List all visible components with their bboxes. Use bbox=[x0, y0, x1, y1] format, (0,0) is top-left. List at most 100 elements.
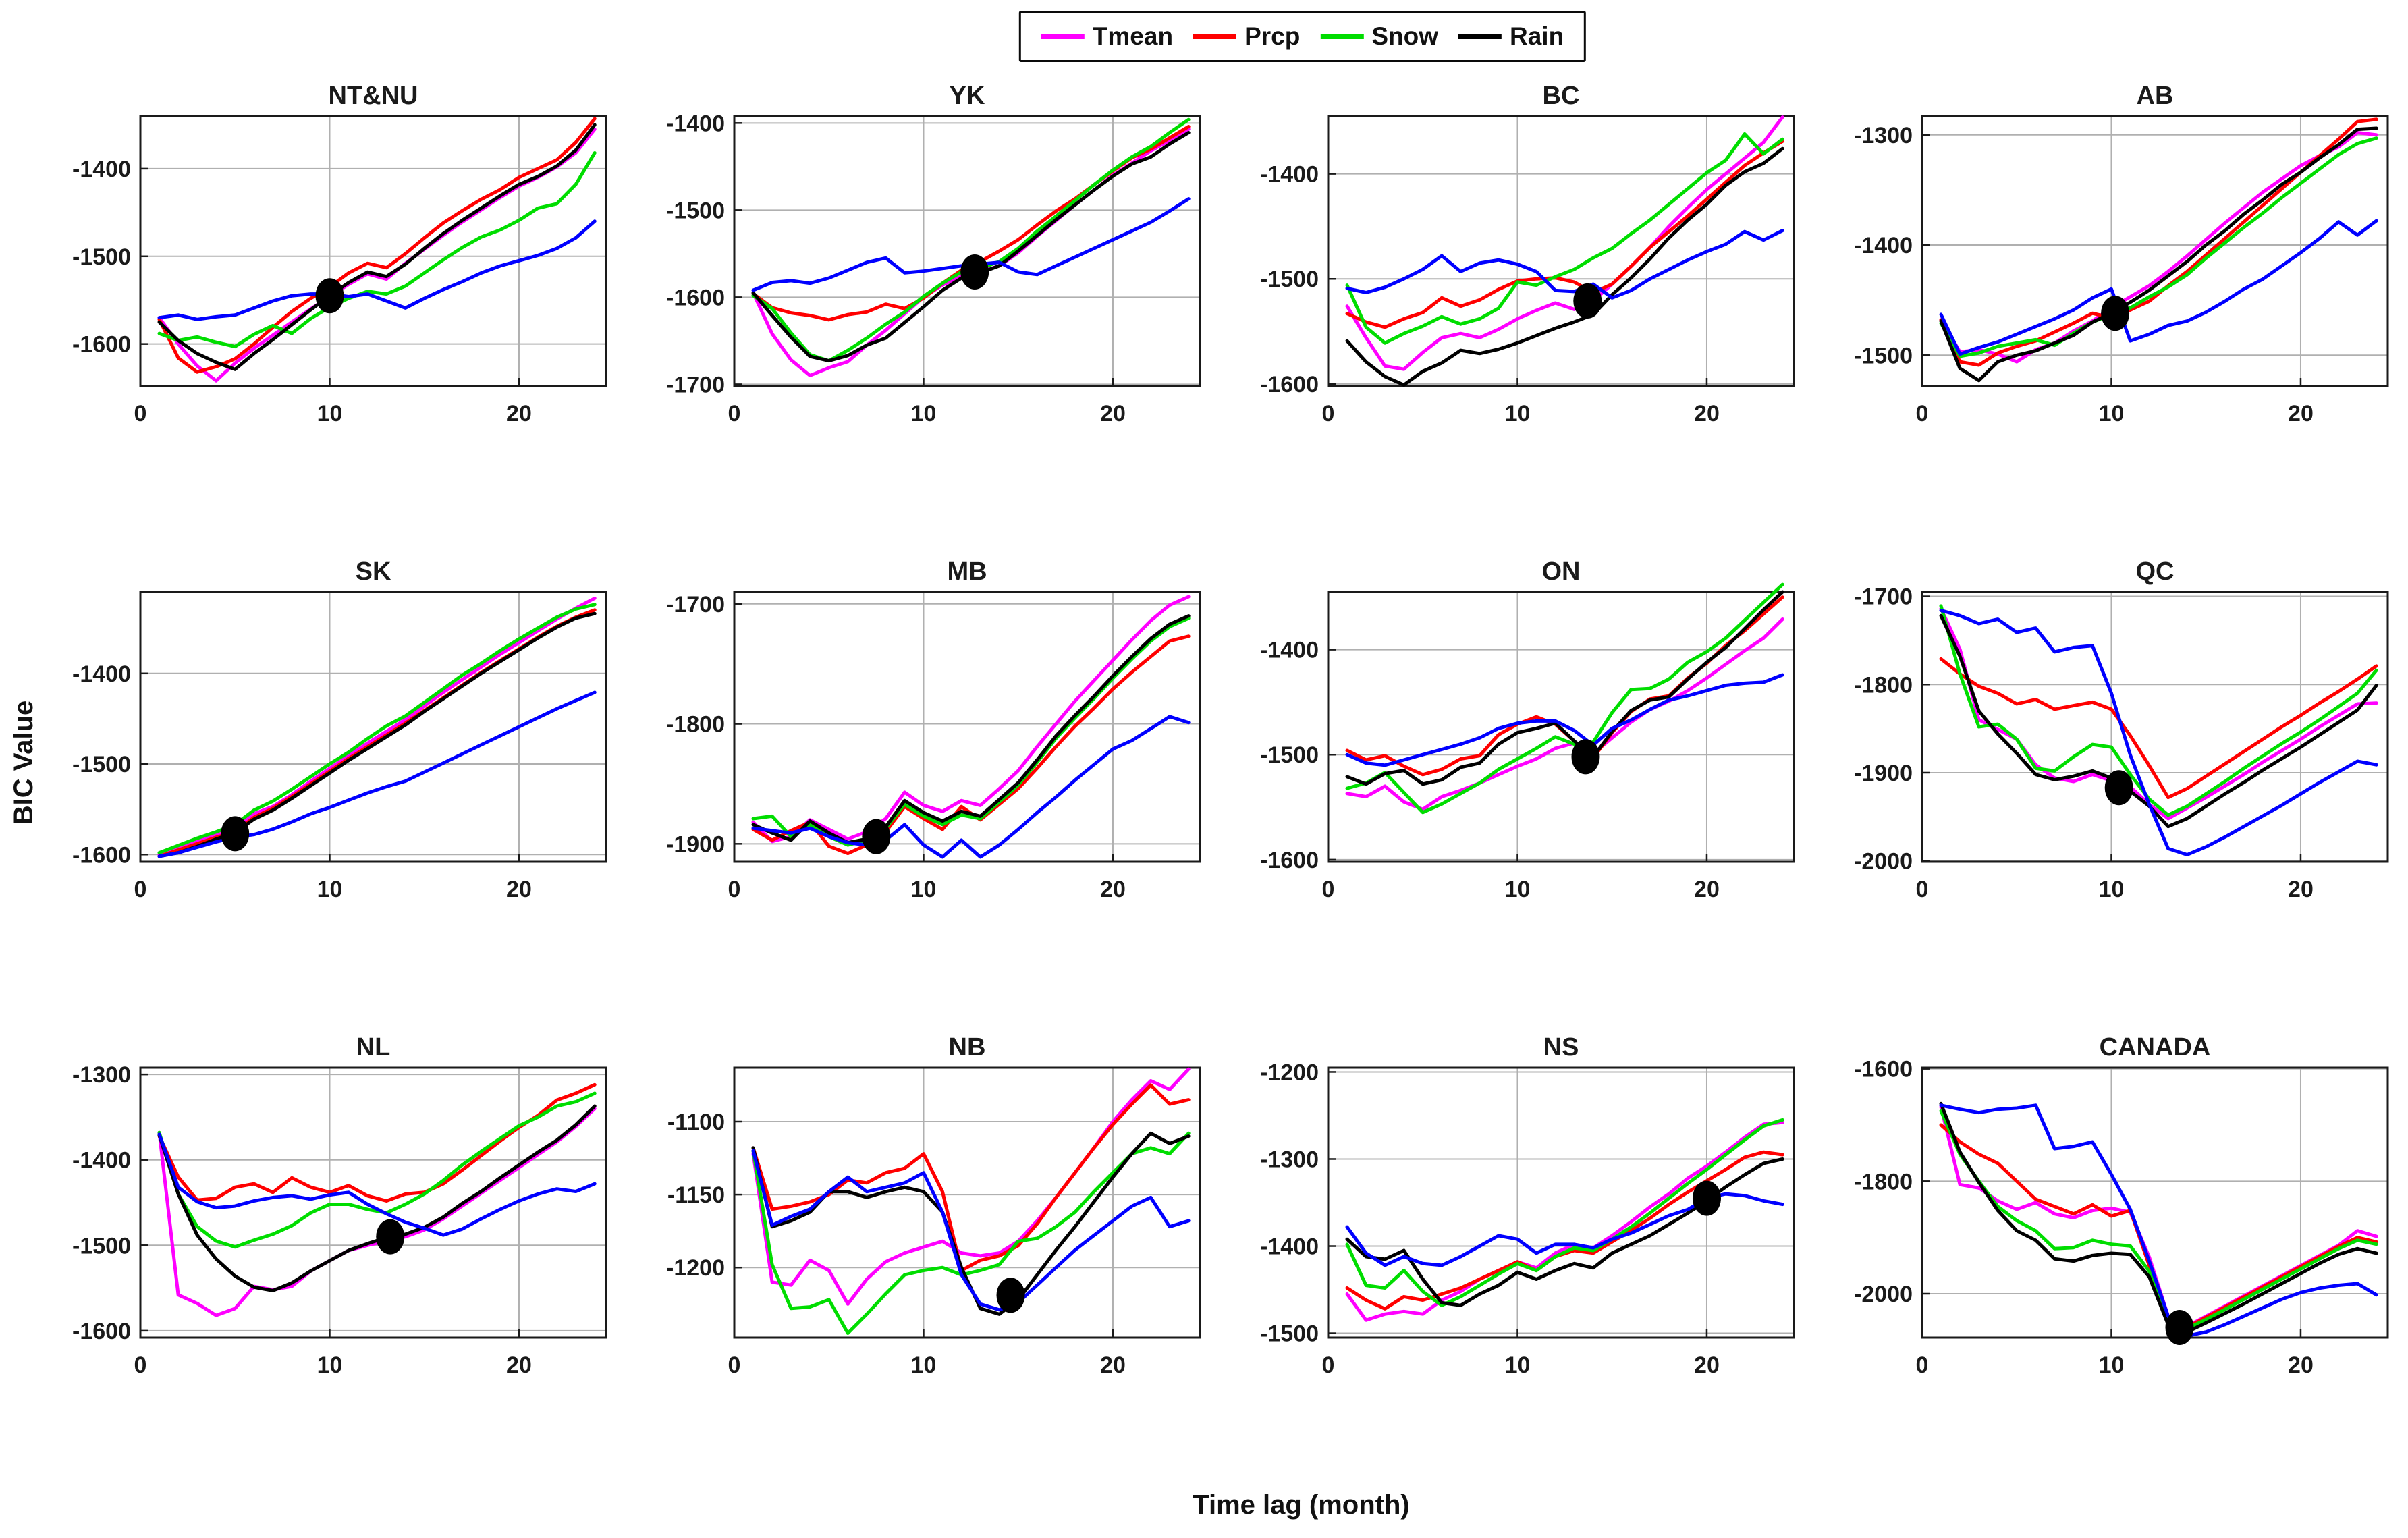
y-tick-label: -1400 bbox=[1260, 638, 1319, 663]
x-tick-label: 10 bbox=[317, 401, 343, 427]
series-line-prcp bbox=[157, 117, 597, 374]
axes-box bbox=[1327, 115, 1795, 387]
x-tick-label: 0 bbox=[1322, 877, 1335, 902]
panel-title: NT&NU bbox=[329, 82, 418, 110]
y-tick-label: -1400 bbox=[72, 1148, 131, 1174]
x-tick-label: 20 bbox=[506, 401, 532, 427]
y-tick-label: -1500 bbox=[1260, 1321, 1319, 1347]
series-line-blue bbox=[157, 1132, 597, 1237]
plot-background bbox=[734, 116, 1200, 386]
y-tick-label: -1800 bbox=[1854, 1169, 1913, 1194]
panel-ab: -1300 -1400 -1500 0 10 20 AB bbox=[1854, 82, 2389, 427]
axes-box bbox=[1921, 591, 2389, 863]
series-line-blue bbox=[1345, 229, 1784, 300]
axes-box bbox=[139, 1066, 607, 1339]
plot-background bbox=[1328, 116, 1794, 386]
y-tick-label: -1700 bbox=[666, 372, 725, 397]
legend-item-rain: Rain bbox=[1458, 22, 1564, 51]
panel-title: SK bbox=[356, 557, 391, 586]
y-tick-label: -1500 bbox=[1260, 267, 1319, 292]
panel-title: ON bbox=[1542, 557, 1581, 586]
series-line-rain bbox=[1939, 613, 2378, 829]
legend-line-swatch bbox=[1458, 34, 1502, 39]
y-tick-label: -1200 bbox=[1260, 1060, 1319, 1085]
y-tick-label: -1600 bbox=[72, 842, 131, 868]
y-tick-label: -1700 bbox=[1854, 584, 1913, 610]
x-tick-label: 20 bbox=[1694, 1352, 1720, 1378]
min-bic-marker bbox=[221, 816, 250, 852]
panel-title: NL bbox=[356, 1033, 391, 1062]
y-tick-label: -1800 bbox=[1854, 672, 1913, 698]
panel-title: NS bbox=[1543, 1033, 1579, 1062]
axes-box bbox=[733, 1066, 1201, 1339]
series-line-rain bbox=[1345, 146, 1784, 387]
x-tick-label: 10 bbox=[911, 401, 937, 427]
min-bic-marker bbox=[1571, 739, 1600, 775]
x-axis-label: Time lag (month) bbox=[1193, 1490, 1410, 1520]
axes-box bbox=[139, 591, 607, 863]
x-tick-label: 0 bbox=[134, 401, 147, 427]
axes-box bbox=[139, 115, 607, 387]
x-tick-label: 10 bbox=[2099, 877, 2125, 902]
y-tick-label: -1500 bbox=[72, 244, 131, 270]
y-tick-label: -1300 bbox=[1854, 123, 1913, 148]
x-tick-label: 20 bbox=[1100, 877, 1126, 902]
min-bic-marker bbox=[862, 819, 891, 854]
x-tick-label: 0 bbox=[1322, 401, 1335, 427]
min-bic-marker bbox=[2104, 770, 2133, 806]
series-line-rain bbox=[751, 614, 1191, 845]
series-line-blue bbox=[751, 1149, 1191, 1312]
series-line-blue bbox=[1345, 673, 1784, 767]
x-tick-label: 0 bbox=[134, 877, 147, 902]
x-tick-label: 0 bbox=[134, 1352, 147, 1378]
panel-canada: -1600 -1800 -2000 0 10 20 CANADA bbox=[1854, 1033, 2389, 1378]
series-line-blue bbox=[751, 715, 1191, 859]
x-tick-label: 0 bbox=[728, 877, 741, 902]
x-tick-label: 10 bbox=[2099, 1352, 2125, 1378]
x-tick-label: 10 bbox=[911, 877, 937, 902]
panel-title: CANADA bbox=[2100, 1033, 2211, 1062]
y-tick-label: -1400 bbox=[72, 157, 131, 182]
y-tick-label: -1300 bbox=[1260, 1147, 1319, 1172]
x-tick-label: 20 bbox=[1694, 877, 1720, 902]
axes-box bbox=[1327, 591, 1795, 863]
series-line-rain bbox=[1939, 1101, 2378, 1334]
panel-title: YK bbox=[950, 82, 985, 110]
series-line-tmean bbox=[1345, 115, 1784, 371]
series-line-snow bbox=[1939, 136, 2378, 358]
x-tick-label: 20 bbox=[506, 1352, 532, 1378]
x-tick-label: 20 bbox=[1694, 401, 1720, 427]
plot-background bbox=[1328, 1068, 1794, 1338]
x-tick-label: 10 bbox=[1505, 877, 1531, 902]
series-line-snow bbox=[1345, 132, 1784, 345]
chart-grid: -1400 -1500 -1600 0 10 20 NT&NU -1400 -1500 -1600… bbox=[27, 76, 2397, 1503]
legend-item-tmean: Tmean bbox=[1041, 22, 1173, 51]
axes-box bbox=[733, 591, 1201, 863]
legend: Tmean Prcp Snow Rain bbox=[1018, 11, 1587, 62]
series-line-snow bbox=[1939, 1109, 2378, 1331]
y-tick-label: -1500 bbox=[72, 752, 131, 777]
legend-label: Rain bbox=[1510, 22, 1564, 50]
x-tick-label: 10 bbox=[1505, 1352, 1531, 1378]
x-tick-label: 20 bbox=[2288, 1352, 2314, 1378]
series-line-rain bbox=[157, 123, 597, 371]
min-bic-marker bbox=[1692, 1180, 1721, 1216]
series-line-blue bbox=[1939, 1103, 2378, 1338]
x-tick-label: 10 bbox=[317, 1352, 343, 1378]
x-tick-label: 0 bbox=[1322, 1352, 1335, 1378]
series-line-snow bbox=[157, 1091, 597, 1249]
axes-box bbox=[1921, 115, 2389, 387]
y-tick-label: -1500 bbox=[1260, 742, 1319, 768]
axes-box bbox=[733, 115, 1201, 387]
x-tick-label: 10 bbox=[2099, 401, 2125, 427]
series-line-rain bbox=[1939, 126, 2378, 383]
min-bic-marker bbox=[2101, 296, 2130, 331]
y-tick-label: -1600 bbox=[72, 1319, 131, 1344]
